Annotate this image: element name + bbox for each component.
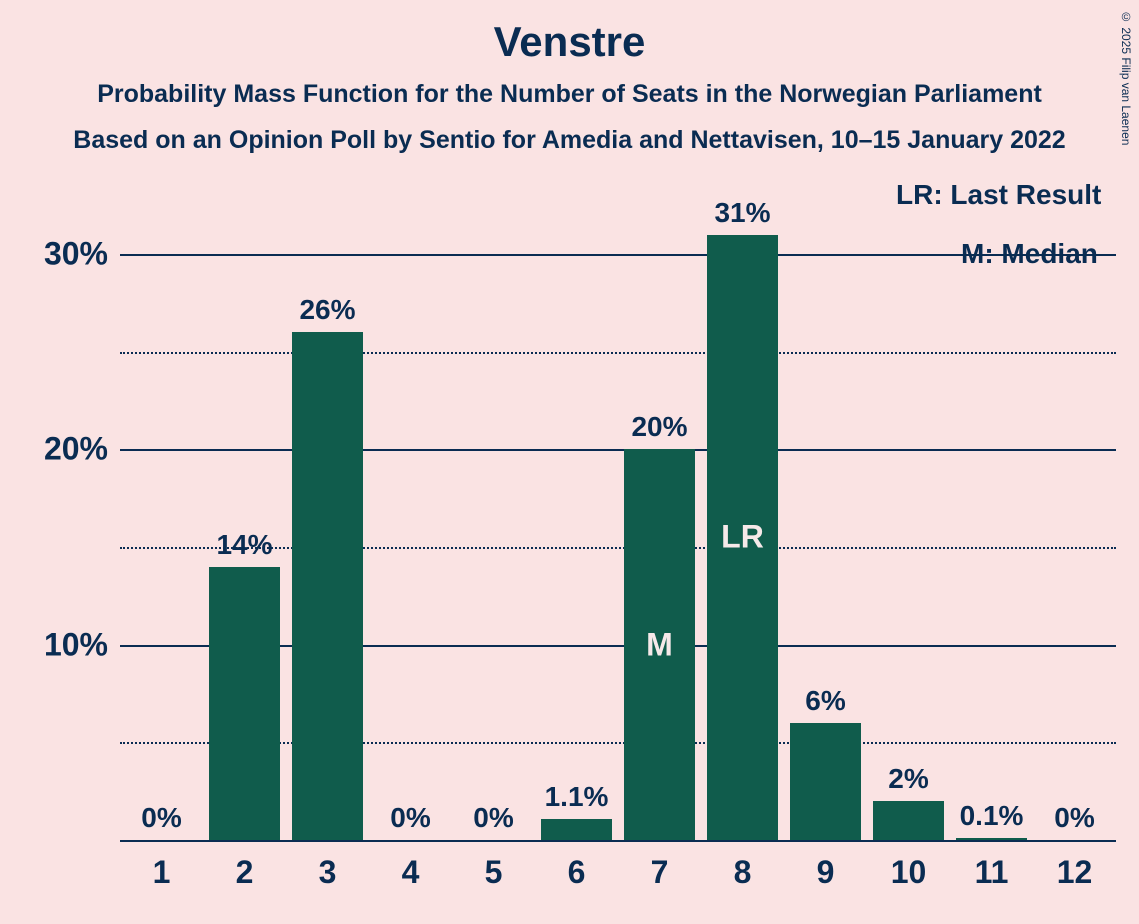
bar-value-label: 0% [390, 802, 430, 834]
bar-value-label: 31% [714, 197, 770, 229]
chart-subtitle-1: Probability Mass Function for the Number… [0, 80, 1139, 109]
bar-value-label: 0.1% [960, 800, 1024, 832]
legend-median: M: Median [961, 238, 1098, 270]
x-tick-label: 6 [568, 840, 586, 891]
x-tick-label: 12 [1057, 840, 1093, 891]
x-tick-label: 8 [734, 840, 752, 891]
bar [292, 332, 363, 840]
bar [873, 801, 944, 840]
x-axis-baseline [120, 840, 1116, 842]
x-tick-label: 11 [975, 840, 1009, 891]
x-tick-label: 10 [891, 840, 927, 891]
bar-value-label: 0% [141, 802, 181, 834]
bar-annotation: M [646, 626, 673, 663]
bar-value-label: 0% [473, 802, 513, 834]
chart-subtitle-2: Based on an Opinion Poll by Sentio for A… [0, 126, 1139, 155]
bar [541, 819, 612, 840]
bar-value-label: 2% [888, 763, 928, 795]
chart-container: Venstre Probability Mass Function for th… [0, 0, 1139, 924]
y-tick-label: 10% [44, 626, 120, 663]
gridline-minor [120, 352, 1116, 354]
x-tick-label: 2 [236, 840, 254, 891]
x-tick-label: 7 [651, 840, 669, 891]
copyright-text: © 2025 Filip van Laenen [1119, 10, 1133, 145]
gridline-major [120, 449, 1116, 451]
y-tick-label: 20% [44, 431, 120, 468]
chart-title: Venstre [0, 18, 1139, 66]
bar-value-label: 6% [805, 685, 845, 717]
bar [209, 567, 280, 840]
x-tick-label: 9 [817, 840, 835, 891]
x-tick-label: 5 [485, 840, 503, 891]
bar-annotation: LR [721, 519, 764, 556]
x-tick-label: 1 [153, 840, 171, 891]
legend-last-result: LR: Last Result [896, 179, 1101, 211]
x-tick-label: 4 [402, 840, 420, 891]
bar-value-label: 20% [631, 411, 687, 443]
bar-value-label: 26% [299, 294, 355, 326]
bar-value-label: 1.1% [545, 781, 609, 813]
bar-value-label: 14% [216, 529, 272, 561]
y-tick-label: 30% [44, 236, 120, 273]
plot-area: 10%20%30%0%114%226%30%40%51.1%620%M731%L… [120, 215, 1116, 840]
bar-value-label: 0% [1054, 802, 1094, 834]
bar [790, 723, 861, 840]
x-tick-label: 3 [319, 840, 337, 891]
